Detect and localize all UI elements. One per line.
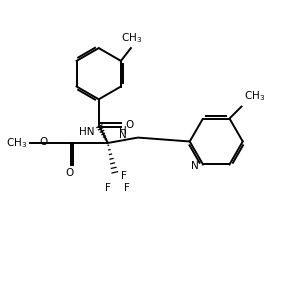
Text: CH$_3$: CH$_3$ xyxy=(244,90,265,103)
Text: H: H xyxy=(119,126,127,136)
Text: CH$_3$: CH$_3$ xyxy=(6,136,27,150)
Text: N: N xyxy=(119,130,127,140)
Text: HN: HN xyxy=(79,127,95,138)
Text: F: F xyxy=(105,183,111,193)
Text: O: O xyxy=(65,168,74,178)
Text: O: O xyxy=(40,137,48,147)
Text: F: F xyxy=(121,171,127,181)
Text: N: N xyxy=(191,161,199,171)
Text: O: O xyxy=(125,120,134,130)
Text: F: F xyxy=(124,183,130,193)
Text: CH$_3$: CH$_3$ xyxy=(121,32,143,45)
